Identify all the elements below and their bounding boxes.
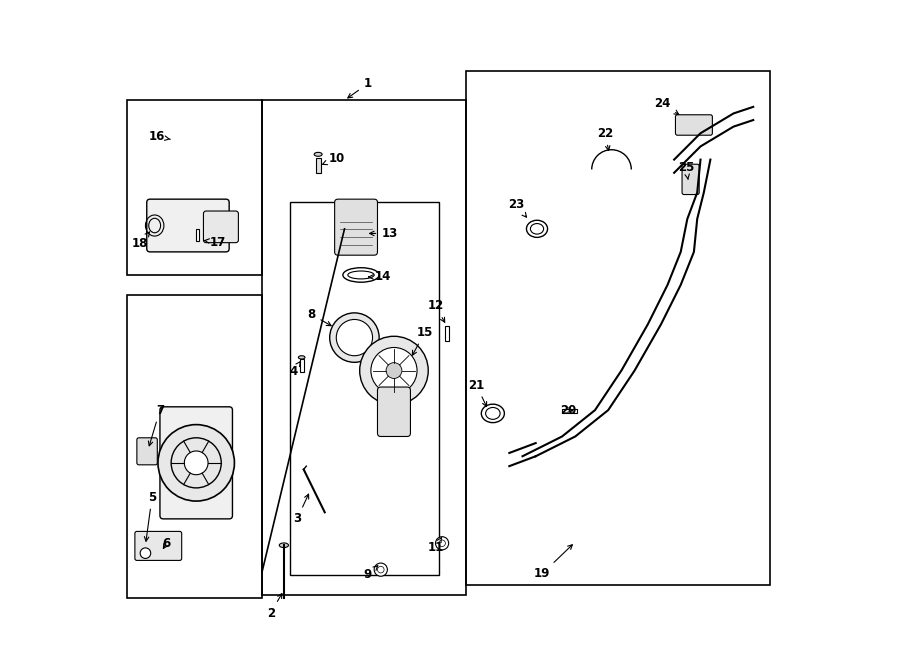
Bar — [562, 409, 577, 413]
Bar — [262, 100, 466, 594]
Bar — [316, 158, 320, 173]
Circle shape — [371, 348, 417, 394]
Text: 18: 18 — [132, 232, 149, 250]
Text: 22: 22 — [597, 126, 613, 150]
Bar — [196, 230, 200, 242]
Text: 21: 21 — [468, 379, 487, 406]
Bar — [291, 203, 439, 575]
Ellipse shape — [329, 313, 379, 362]
Bar — [466, 71, 770, 585]
Text: 14: 14 — [369, 271, 391, 283]
Circle shape — [439, 540, 446, 547]
Text: 15: 15 — [412, 326, 433, 355]
Text: 12: 12 — [428, 299, 445, 322]
FancyBboxPatch shape — [377, 387, 410, 436]
Circle shape — [374, 563, 387, 576]
Text: 9: 9 — [364, 566, 378, 581]
Text: 17: 17 — [204, 236, 226, 248]
Text: 7: 7 — [148, 404, 164, 446]
FancyBboxPatch shape — [137, 438, 157, 465]
Circle shape — [436, 537, 449, 550]
Bar — [300, 359, 303, 372]
Text: 8: 8 — [308, 308, 331, 326]
Text: 19: 19 — [534, 545, 572, 580]
FancyBboxPatch shape — [676, 115, 713, 135]
Circle shape — [377, 567, 384, 573]
Circle shape — [184, 451, 208, 475]
FancyBboxPatch shape — [160, 407, 232, 519]
Text: 25: 25 — [678, 161, 694, 179]
Text: 4: 4 — [289, 361, 301, 379]
Text: 10: 10 — [322, 152, 345, 165]
Text: 6: 6 — [162, 537, 171, 549]
Ellipse shape — [314, 152, 322, 156]
Bar — [446, 326, 449, 341]
Text: 1: 1 — [347, 77, 372, 98]
Text: 24: 24 — [654, 97, 679, 115]
Text: 20: 20 — [561, 404, 577, 416]
Text: 16: 16 — [148, 130, 170, 143]
Ellipse shape — [299, 355, 305, 359]
Text: 2: 2 — [266, 594, 282, 620]
Bar — [127, 295, 262, 598]
Bar — [127, 100, 262, 275]
Text: 11: 11 — [428, 538, 444, 553]
Circle shape — [140, 548, 150, 559]
Text: 23: 23 — [508, 198, 526, 217]
FancyBboxPatch shape — [135, 532, 182, 561]
Circle shape — [158, 424, 234, 501]
Text: 5: 5 — [144, 491, 157, 542]
FancyBboxPatch shape — [203, 211, 238, 243]
Ellipse shape — [279, 543, 289, 547]
Text: 13: 13 — [370, 227, 398, 240]
FancyBboxPatch shape — [147, 199, 230, 252]
Circle shape — [386, 363, 402, 379]
Ellipse shape — [337, 320, 373, 355]
FancyBboxPatch shape — [682, 164, 699, 195]
Text: 3: 3 — [293, 494, 309, 526]
FancyBboxPatch shape — [335, 199, 377, 255]
Circle shape — [360, 336, 428, 405]
